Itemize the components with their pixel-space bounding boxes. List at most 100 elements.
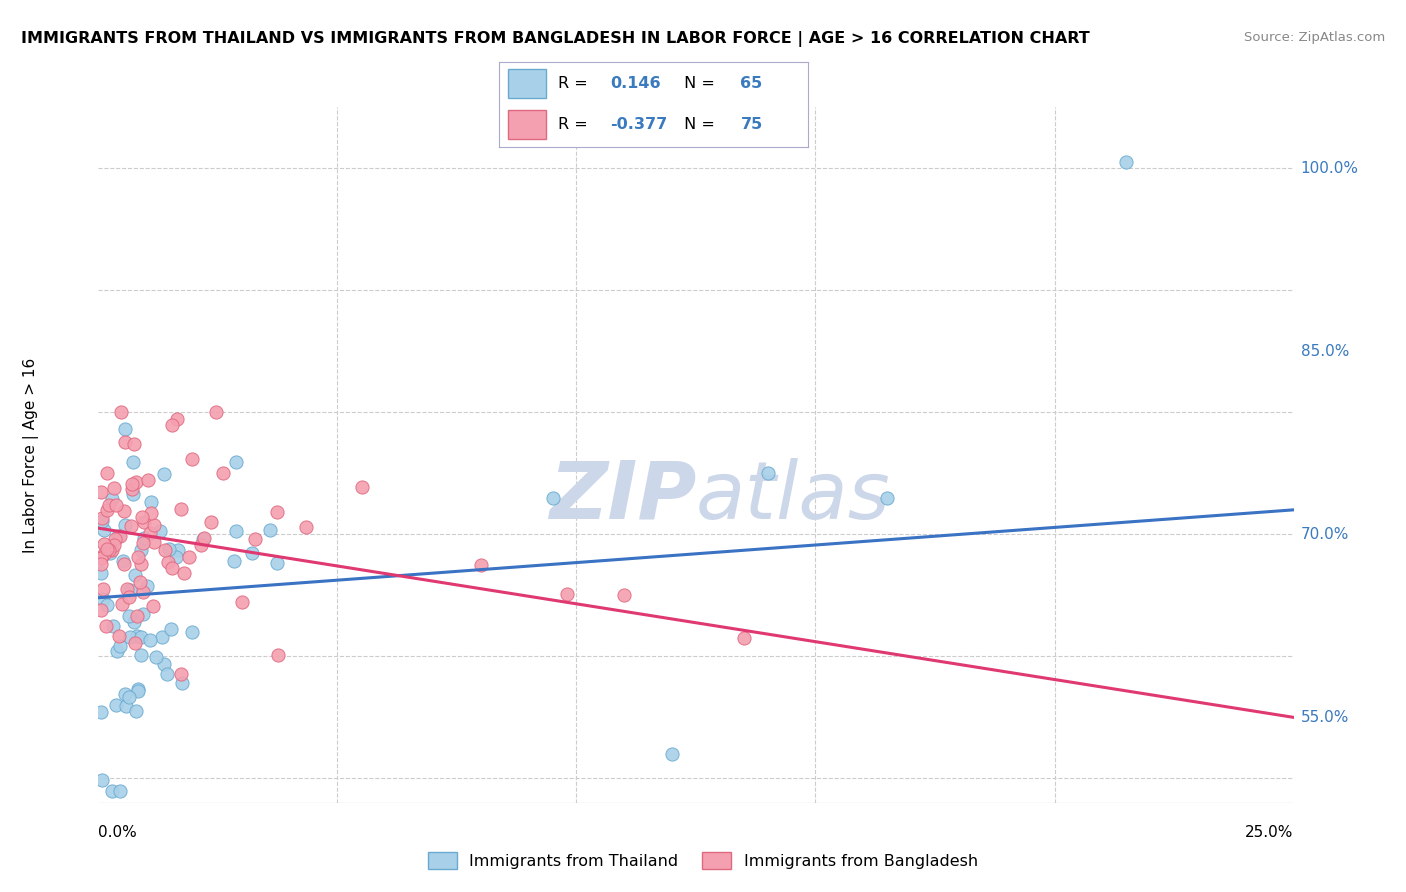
Point [97, 498, 120, 512]
Point [91, 591, 114, 606]
Point [118, 591, 141, 605]
Text: 55.0%: 55.0% [1301, 710, 1348, 725]
Point [101, 783, 124, 797]
Point [98, 543, 121, 558]
Point [205, 405, 228, 419]
Point [160, 561, 183, 575]
Point [90, 557, 112, 571]
Point [129, 557, 152, 571]
Point [225, 524, 247, 538]
Point [118, 608, 141, 623]
Point [110, 597, 132, 611]
Text: 0.146: 0.146 [610, 76, 661, 91]
Point [124, 636, 146, 650]
Point [180, 624, 202, 639]
Point [541, 491, 564, 505]
Point [91, 773, 114, 788]
Text: R =: R = [558, 117, 593, 132]
Text: In Labor Force | Age > 16: In Labor Force | Age > 16 [22, 358, 39, 552]
Point [90, 510, 112, 524]
Point [105, 644, 128, 658]
Text: atlas: atlas [696, 458, 891, 536]
Point [179, 549, 201, 564]
Point [129, 543, 152, 558]
Point [267, 648, 290, 662]
Point [120, 519, 142, 533]
Point [114, 422, 136, 436]
Point [756, 467, 779, 481]
Point [180, 451, 202, 466]
Point [876, 491, 898, 505]
Point [139, 506, 162, 520]
Point [295, 520, 318, 534]
Point [129, 648, 152, 662]
Point [121, 476, 143, 491]
Point [259, 524, 281, 538]
Point [110, 405, 132, 419]
Point [96, 503, 118, 517]
Point [114, 434, 136, 449]
Point [153, 467, 176, 482]
Point [132, 607, 155, 621]
Point [170, 502, 193, 516]
Point [91, 582, 114, 596]
Point [127, 550, 149, 565]
Point [90, 550, 112, 565]
Point [172, 676, 194, 690]
Point [96, 542, 118, 557]
Point [112, 557, 135, 571]
Point [122, 615, 145, 630]
Point [114, 518, 136, 533]
Point [200, 515, 222, 529]
Point [131, 510, 153, 524]
Point [120, 630, 142, 644]
Point [661, 747, 683, 761]
Point [118, 582, 141, 597]
Point [165, 549, 187, 564]
Point [613, 588, 636, 602]
Point [114, 687, 136, 701]
FancyBboxPatch shape [509, 70, 546, 98]
Point [166, 412, 188, 426]
Point [121, 483, 143, 497]
Point [124, 568, 146, 582]
Point [132, 531, 155, 545]
Point [115, 699, 138, 714]
Point [136, 473, 159, 487]
Point [93, 523, 115, 537]
Text: N =: N = [679, 76, 720, 91]
Point [127, 681, 149, 696]
Point [96, 598, 118, 612]
Text: R =: R = [558, 76, 593, 91]
Point [225, 455, 247, 469]
Point [160, 623, 183, 637]
Point [129, 575, 152, 590]
Point [127, 684, 149, 698]
Point [108, 639, 131, 653]
Point [245, 532, 267, 546]
Point [131, 536, 153, 550]
Text: 65: 65 [741, 76, 762, 91]
Text: 0.0%: 0.0% [98, 825, 138, 840]
Point [107, 529, 129, 543]
Point [134, 515, 156, 529]
Point [350, 480, 373, 494]
Point [266, 556, 288, 570]
Point [138, 526, 160, 541]
Point [876, 808, 898, 822]
Text: 75: 75 [741, 117, 762, 132]
Point [470, 558, 492, 572]
Text: N =: N = [679, 117, 720, 132]
Point [124, 704, 146, 718]
Point [93, 548, 115, 562]
Point [90, 705, 112, 719]
Point [152, 657, 174, 671]
Text: 25.0%: 25.0% [1246, 825, 1294, 840]
Point [224, 554, 246, 568]
Point [170, 667, 193, 681]
Point [191, 532, 214, 546]
Point [132, 585, 155, 599]
Point [167, 543, 190, 558]
Point [266, 505, 288, 519]
Legend: Immigrants from Thailand, Immigrants from Bangladesh: Immigrants from Thailand, Immigrants fro… [422, 846, 984, 875]
